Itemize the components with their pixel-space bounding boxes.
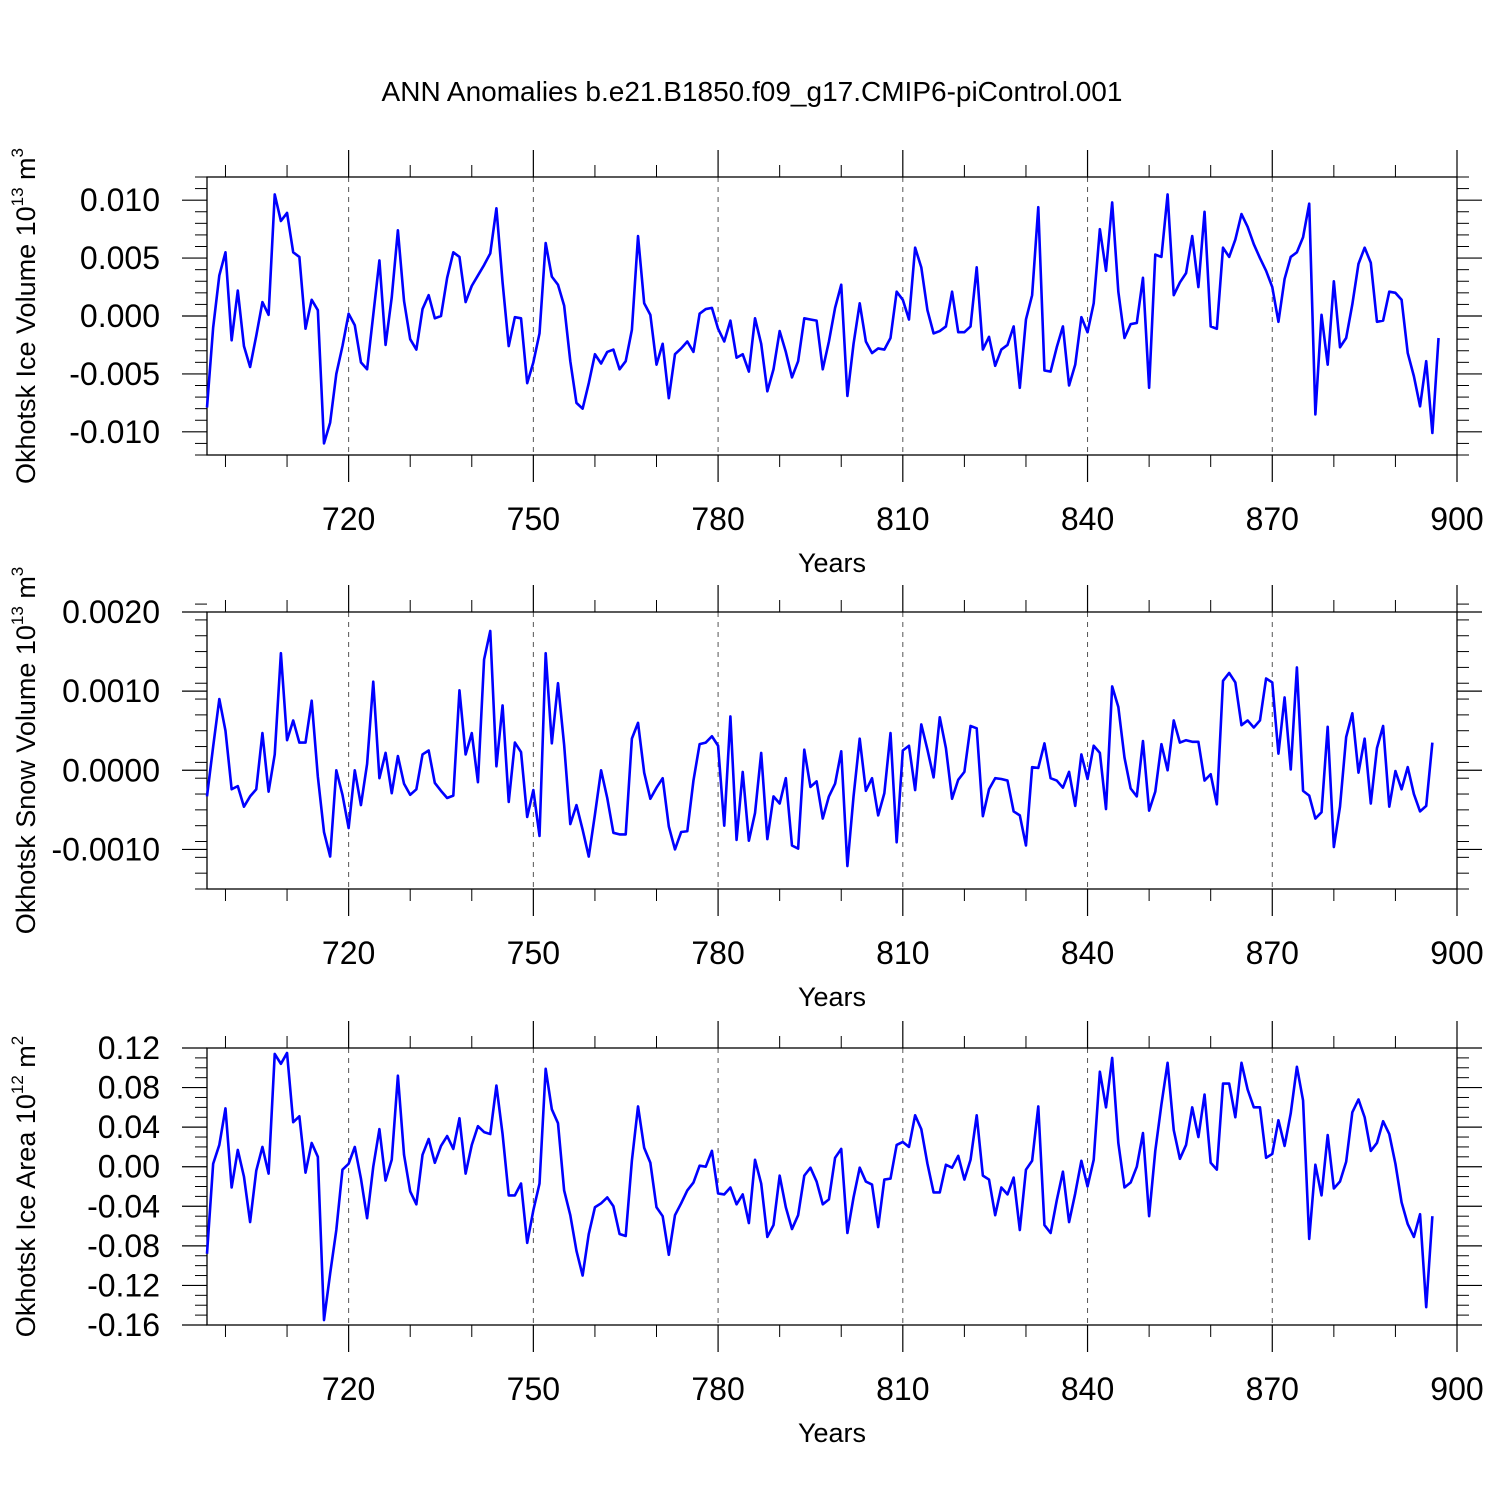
- y-tick-label: -0.08: [87, 1228, 160, 1264]
- y-axis-label: Okhotsk Ice Volume 1013 m3: [8, 148, 41, 484]
- y-label-exponent: 12: [8, 1075, 27, 1094]
- y-label-unit-exponent: 3: [8, 567, 27, 576]
- y-label-text: Okhotsk Ice Area 10: [11, 1094, 41, 1337]
- x-axis-label: Years: [798, 548, 866, 578]
- x-tick-label: 780: [691, 1371, 744, 1407]
- x-tick-label: 750: [507, 935, 560, 971]
- series-line: [205, 1051, 1434, 1322]
- y-tick-label: -0.16: [87, 1307, 160, 1343]
- x-tick-label: 900: [1430, 935, 1483, 971]
- figure-title: ANN Anomalies b.e21.B1850.f09_g17.CMIP6-…: [382, 76, 1123, 107]
- panels: -0.010 -0.005 0.000 0.005 0.010 720 750 780 810 8…: [8, 148, 1484, 1448]
- panel-3: -0.16 -0.12-0.08 -0.040.00 0.040.08 0.12 720 7…: [8, 1021, 1484, 1448]
- y-tick-label: -0.0010: [51, 831, 160, 867]
- y-tick-label: 0.005: [80, 240, 160, 276]
- x-tick-label: 720: [322, 501, 375, 537]
- y-tick-label: 0.00: [98, 1149, 160, 1185]
- x-tick-label: 870: [1246, 1371, 1299, 1407]
- x-tick-label: 780: [691, 935, 744, 971]
- x-tick-label: 720: [322, 1371, 375, 1407]
- x-tick-label: 810: [876, 1371, 929, 1407]
- y-label-text: Okhotsk Snow Volume 10: [11, 625, 41, 934]
- y-label-exponent: 13: [8, 187, 27, 206]
- x-axis-label: Years: [798, 982, 866, 1012]
- x-tick-label: 840: [1061, 1371, 1114, 1407]
- x-axis-label: Years: [798, 1418, 866, 1448]
- x-tick-label: 750: [507, 501, 560, 537]
- x-tick-label: 900: [1430, 501, 1483, 537]
- x-tick-label: 900: [1430, 1371, 1483, 1407]
- y-axis-label: Okhotsk Snow Volume 1013 m3: [8, 567, 41, 935]
- panel-2: -0.0010 0.0000 0.0010 0.0020 720 750 780 810 840…: [8, 567, 1484, 1012]
- y-label-text: Okhotsk Ice Volume 10: [11, 206, 41, 484]
- x-tick-label: 780: [691, 501, 744, 537]
- y-tick-label: 0.0010: [62, 673, 160, 709]
- y-tick-label: -0.010: [69, 414, 160, 450]
- x-tick-label: 810: [876, 935, 929, 971]
- y-tick-label: -0.005: [69, 356, 160, 392]
- plot-frame: [206, 176, 1458, 456]
- y-label-unit: m: [11, 576, 41, 606]
- x-tick-label: 840: [1061, 935, 1114, 971]
- y-label-unit: m: [11, 157, 41, 187]
- y-tick-label: -0.04: [87, 1188, 160, 1224]
- y-tick-label: 0.0000: [62, 752, 160, 788]
- series-line: [205, 193, 1440, 445]
- y-tick-label: 0.04: [98, 1109, 160, 1145]
- y-tick-label: 0.08: [98, 1070, 160, 1106]
- y-tick-label: 0.12: [98, 1030, 160, 1066]
- y-label-unit-exponent: 2: [8, 1036, 27, 1045]
- y-label-unit: m: [11, 1045, 41, 1075]
- x-tick-label: 810: [876, 501, 929, 537]
- y-axis-label: Okhotsk Ice Area 1012 m2: [8, 1036, 41, 1338]
- plot-frame: [206, 611, 1458, 890]
- y-tick-label: 0.010: [80, 182, 160, 218]
- x-tick-label: 870: [1246, 935, 1299, 971]
- x-tick-label: 840: [1061, 501, 1114, 537]
- x-tick-label: 870: [1246, 501, 1299, 537]
- y-label-unit-exponent: 3: [8, 148, 27, 157]
- y-tick-label: -0.12: [87, 1267, 160, 1303]
- x-tick-label: 750: [507, 1371, 560, 1407]
- panel-1: -0.010 -0.005 0.000 0.005 0.010 720 750 780 810 8…: [8, 148, 1484, 578]
- y-tick-label: 0.0020: [62, 594, 160, 630]
- y-tick-label: 0.000: [80, 298, 160, 334]
- series-line: [205, 629, 1434, 868]
- y-label-exponent: 13: [8, 606, 27, 625]
- x-tick-label: 720: [322, 935, 375, 971]
